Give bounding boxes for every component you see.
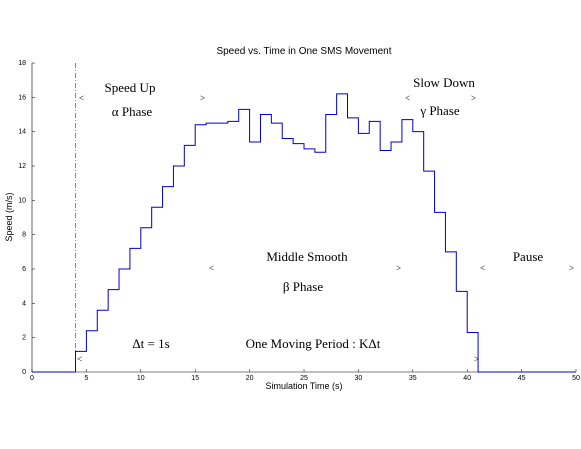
x-axis-label: Simulation Time (s)	[265, 381, 342, 391]
phase-arrows: < > < > < > < > < >	[77, 93, 574, 364]
y-tick-label: 2	[22, 335, 26, 342]
arrow-beta-left-icon: <	[209, 263, 214, 273]
x-tick-label: 45	[518, 375, 526, 382]
y-tick-label: 6	[22, 266, 26, 273]
arrow-gamma-right-icon: >	[471, 93, 476, 103]
arrow-delta-right-icon: >	[474, 354, 479, 364]
x-tick-label: 20	[246, 375, 254, 382]
arrow-pause-left-icon: <	[480, 263, 485, 273]
y-tick-label: 18	[18, 60, 26, 67]
annotation-alpha-phase: α Phase	[112, 104, 153, 119]
annotation-gamma-phase: γ Phase	[419, 103, 460, 118]
y-tick-label: 0	[22, 369, 26, 376]
annotation-speed-up: Speed Up	[105, 80, 156, 95]
x-tick-label: 25	[300, 375, 308, 382]
y-tick-label: 16	[18, 94, 26, 101]
arrow-beta-right-icon: >	[396, 263, 401, 273]
arrow-alpha-right-icon: >	[200, 93, 205, 103]
x-tick-label: 40	[463, 375, 471, 382]
annotation-slow-down: Slow Down	[413, 75, 475, 90]
x-tick-label: 30	[355, 375, 363, 382]
arrow-alpha-left-icon: <	[79, 93, 84, 103]
arrow-delta-left-icon: <	[77, 354, 82, 364]
y-tick-label: 14	[18, 129, 26, 136]
annotation-beta-phase: β Phase	[283, 279, 323, 294]
y-axis-label: Speed (m/s)	[4, 192, 14, 241]
arrow-gamma-left-icon: <	[405, 93, 410, 103]
arrow-pause-right-icon: >	[569, 263, 574, 273]
y-tick-label: 10	[18, 197, 26, 204]
speed-step-line	[32, 93, 576, 373]
x-tick-label: 35	[409, 375, 417, 382]
chart-title: Speed vs. Time in One SMS Movement	[216, 46, 391, 57]
y-tick-label: 12	[18, 163, 26, 170]
x-tick-group: 0 5 10 15 20 25 30 35 40 45 50	[30, 369, 580, 382]
x-tick-label: 0	[30, 375, 34, 382]
annotation-moving-period: One Moving Period : KΔt	[246, 336, 381, 351]
annotation-delta-t: Δt = 1s	[132, 336, 169, 351]
x-tick-label: 5	[84, 375, 88, 382]
annotation-pause: Pause	[513, 249, 544, 264]
y-tick-group: 0 2 4 6 8 10 12 14 16 18	[18, 60, 35, 376]
x-tick-label: 50	[572, 375, 580, 382]
y-tick-label: 4	[22, 300, 26, 307]
x-tick-label: 15	[191, 375, 199, 382]
annotation-middle-smooth: Middle Smooth	[266, 249, 348, 264]
y-tick-label: 8	[22, 232, 26, 239]
x-tick-label: 10	[137, 375, 145, 382]
